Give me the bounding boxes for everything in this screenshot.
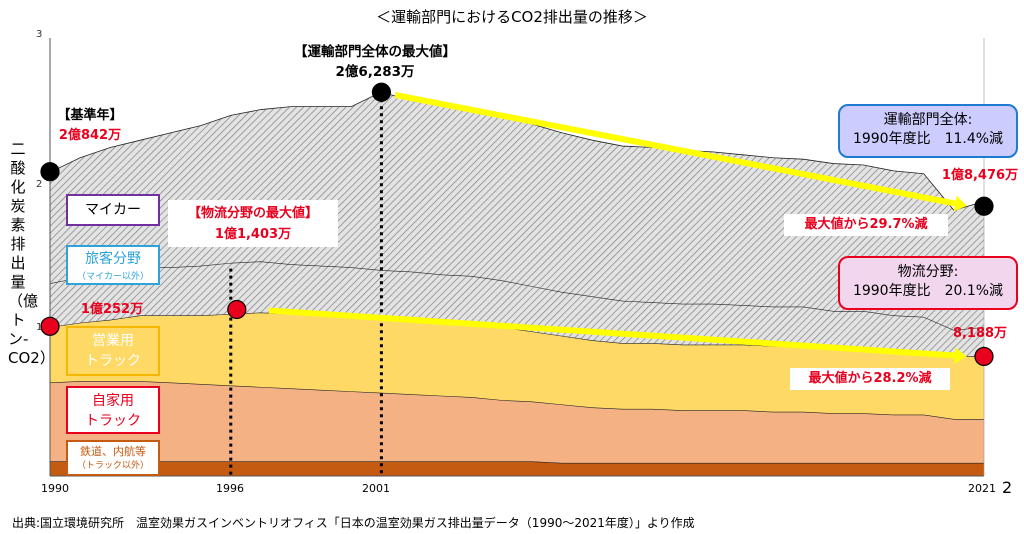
marker-red-1990 bbox=[40, 316, 60, 336]
page-number: 2 bbox=[1002, 478, 1013, 497]
chart-title: ＜運輸部門におけるCO2排出量の推移＞ bbox=[376, 8, 648, 26]
transport-max-value: 2億6,283万 bbox=[335, 64, 415, 80]
x-tick-1990: 1990 bbox=[41, 482, 69, 495]
area-my-car bbox=[50, 92, 984, 331]
total-reduction-from-max: 最大値から29.7%減 bbox=[784, 214, 948, 236]
y-tick-2: 2 bbox=[36, 179, 43, 190]
logistics-max-annotation: 【物流分野の最大値】 1億1,403万 bbox=[168, 200, 338, 247]
label-my-car: マイカー bbox=[66, 194, 160, 226]
area-commercial-truck bbox=[50, 312, 984, 420]
label-private-truck: 自家用 トラック bbox=[66, 386, 160, 434]
label-rail-ship: 鉄道、内航等 （トラック以外） bbox=[66, 440, 160, 476]
arrow-logistics-trend-head bbox=[954, 347, 967, 364]
source-note: 出典:国立環境研究所 温室効果ガスインベントリオフィス「日本の温室効果ガス排出量… bbox=[12, 516, 695, 530]
marker-red-2021 bbox=[974, 346, 994, 367]
x-tick-2021: 2021 bbox=[968, 482, 996, 495]
base-year-label: 【基準年】 bbox=[57, 108, 123, 123]
callout-transport-total: 運輸部門全体: 1990年度比 11.4%減 bbox=[838, 104, 1018, 158]
y-axis-label: 二酸化炭素排出量（億トン-CO2） bbox=[8, 140, 55, 367]
x-tick-1996: 1996 bbox=[216, 482, 244, 495]
marker-red-1997 bbox=[227, 299, 247, 320]
base-year-value: 2億842万 bbox=[58, 128, 122, 143]
callout-logistics: 物流分野: 1990年度比 20.1%減 bbox=[838, 256, 1018, 310]
arrow-total-trend bbox=[394, 91, 956, 207]
label-passenger: 旅客分野 （マイカー以外） bbox=[66, 245, 160, 285]
transport-max-label: 【運輸部門全体の最大値】 bbox=[294, 44, 456, 60]
total-2021-value: 1億8,476万 bbox=[941, 168, 1019, 183]
logistics-2021-value: 8,188万 bbox=[952, 326, 1008, 341]
area-rail-ship bbox=[50, 461, 984, 476]
y-tick-3: 3 bbox=[36, 29, 43, 40]
area-private-truck bbox=[50, 381, 984, 463]
label-commercial-truck: 営業用 トラック bbox=[66, 326, 160, 376]
logistics-1990-value: 1億252万 bbox=[80, 302, 144, 317]
x-tick-2001: 2001 bbox=[362, 482, 390, 495]
marker-black-2021 bbox=[974, 196, 994, 216]
marker-black-1990 bbox=[40, 162, 60, 182]
y-tick-1: 1 bbox=[36, 322, 43, 333]
logistics-reduction-from-max: 最大値から28.2%減 bbox=[790, 368, 950, 390]
arrow-logistics-trend bbox=[268, 307, 956, 359]
area-passenger bbox=[50, 261, 984, 357]
arrow-total-trend-head bbox=[953, 195, 967, 212]
marker-black-2001 bbox=[371, 82, 392, 102]
